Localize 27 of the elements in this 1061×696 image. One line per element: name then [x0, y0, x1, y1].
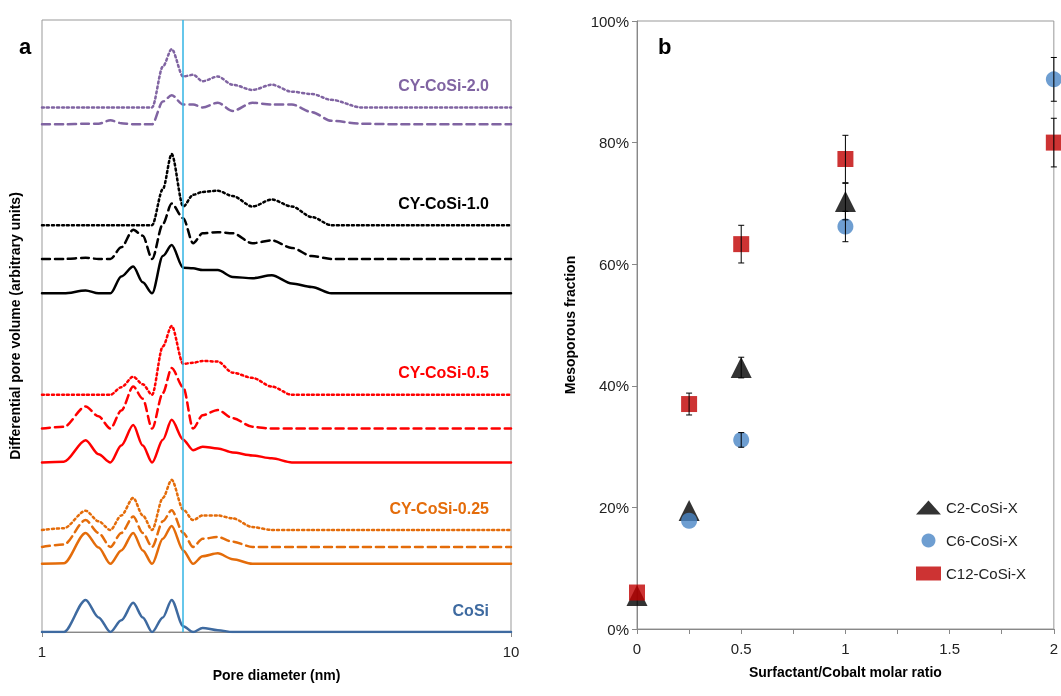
series-label: CoSi: [452, 601, 489, 619]
x-tick-label: 1: [37, 643, 47, 660]
x-tick-label: 2: [1049, 640, 1058, 657]
chart-title: a: [19, 33, 32, 59]
legend-label: C12-CoSi-X: [945, 565, 1027, 582]
y-tick-label: 80%: [598, 134, 629, 152]
y-tick-label: 20%: [598, 498, 629, 516]
x-axis-title: Pore diameter (nm): [212, 667, 341, 683]
x-tick-label: 10: [502, 643, 520, 660]
series-label: CY-CoSi-1.0: [398, 194, 490, 212]
x-tick-label: 1.5: [939, 640, 961, 657]
series-label: CY-CoSi-0.5: [398, 364, 490, 382]
y-tick-label: 40%: [598, 377, 629, 395]
legend-label: C2-CoSi-X: [945, 499, 1018, 516]
y-axis-title: Differential pore volume (arbitrary units): [7, 192, 23, 460]
y-tick-label: 0%: [607, 620, 629, 638]
x-tick-label: 1: [841, 640, 850, 657]
y-tick-label: 100%: [590, 12, 629, 30]
text: b: [658, 33, 672, 59]
y-tick-label: 60%: [598, 255, 629, 273]
x-axis-title: Surfactant/Cobalt molar ratio: [748, 664, 942, 680]
series-label: CY-CoSi-0.25: [389, 499, 490, 517]
legend-label: C6-CoSi-X: [945, 532, 1018, 549]
x-tick-label: 0: [632, 640, 642, 657]
y-axis-title: Mesoporous fraction: [562, 255, 578, 395]
x-tick-label: 0.5: [730, 640, 752, 657]
series-label: CY-CoSi-2.0: [398, 76, 490, 94]
